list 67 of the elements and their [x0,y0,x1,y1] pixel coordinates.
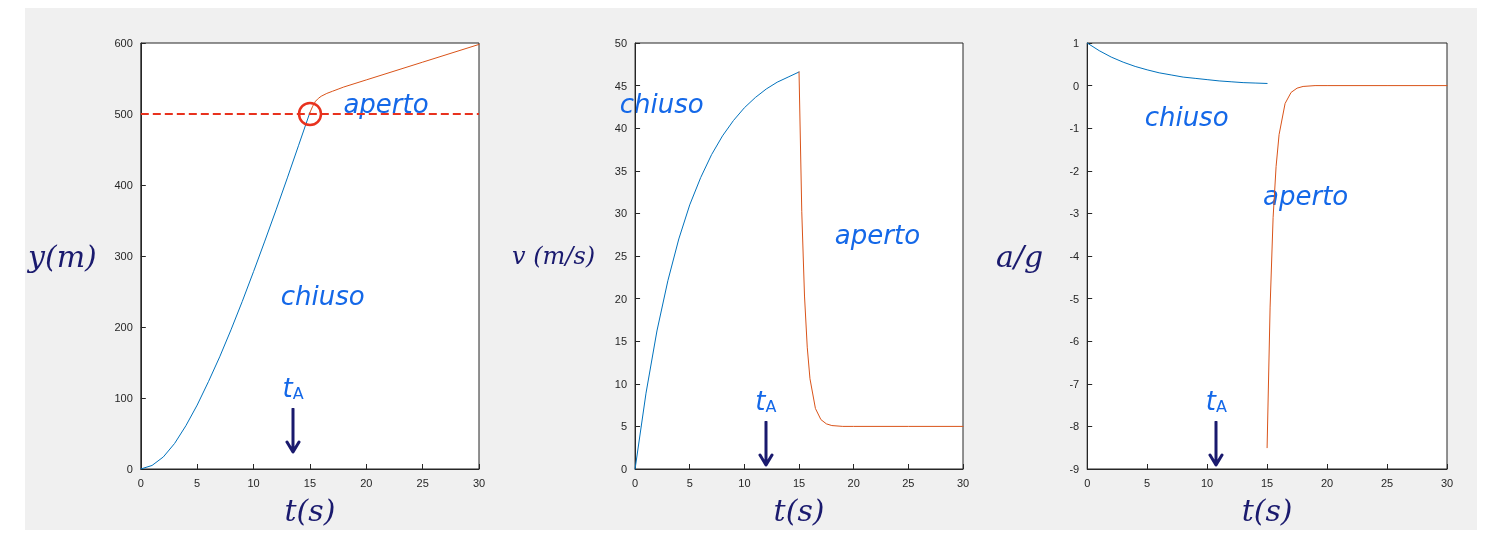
y-tick-label: 0 [620,463,628,475]
x-tick-label: 20 [360,476,373,489]
x-tick-label: 15 [792,476,806,489]
x-tick-label: 15 [1260,476,1274,489]
x-tick-label: 10 [1201,476,1214,489]
annotation: tA [755,386,777,417]
x-tick-label: 15 [303,476,317,489]
y-tick-label: 600 [114,37,133,49]
annotation: chiuso [280,281,365,312]
line-series [1266,85,1448,449]
y-tick-label: 30 [614,207,628,220]
x-tick-label: 5 [686,476,693,489]
y-tick-label: -7 [1069,377,1080,390]
y-tick-label: 300 [114,250,133,262]
x-tick-label: 25 [1380,476,1394,489]
y-tick-label: -6 [1069,335,1080,348]
x-tick-label: 30 [956,476,970,489]
line-series [1086,42,1268,84]
x-axis-title: t(s) [773,492,825,528]
y-axis-title: y(m) [25,238,97,274]
annotation: aperto [1263,180,1349,211]
line-series [798,71,964,427]
annotation: tA [1205,386,1227,417]
y-axis-title: v (m/s) [512,242,596,270]
x-tick-label: 0 [632,476,639,489]
x-tick-label: 5 [194,476,201,489]
x-axis-title: t(s) [1241,492,1293,528]
y-tick-label: 5 [620,420,628,433]
y-tick-label: 10 [614,377,628,390]
y-tick-label: -5 [1069,292,1080,305]
y-tick-label: -8 [1069,420,1080,433]
y-tick-label: 0 [126,463,133,475]
y-tick-label: 35 [614,164,628,177]
y-tick-label: -4 [1069,250,1080,262]
x-tick-label: 30 [472,476,486,489]
x-tick-label: 20 [847,476,860,489]
y-axis-title: a/g [995,238,1044,274]
x-tick-label: 10 [738,476,751,489]
x-tick-label: 20 [1320,476,1334,489]
x-tick-label: 5 [1144,476,1151,489]
y-tick-label: -3 [1069,207,1080,220]
y-tick-label: 50 [614,37,628,49]
y-tick-label: 200 [114,321,133,333]
y-tick-label: 15 [614,335,628,348]
y-tick-label: 40 [614,122,628,135]
x-tick-label: 0 [137,476,144,489]
x-tick-label: 10 [247,476,260,489]
annotation: aperto [834,220,921,251]
y-tick-label: 45 [614,79,628,92]
x-tick-label: 25 [902,476,915,489]
y-tick-label: 20 [614,292,628,305]
annotation: tA [282,373,304,404]
y-tick-label: 0 [1073,79,1080,92]
y-tick-label: 25 [614,250,628,262]
y-tick-label: -9 [1069,463,1080,475]
y-tick-label: -2 [1069,164,1080,177]
annotation: chiuso [1144,102,1229,133]
x-tick-label: 0 [1084,476,1091,489]
y-tick-label: 500 [114,108,133,120]
annotation: aperto [343,89,429,120]
x-axis-title: t(s) [284,492,336,528]
y-tick-label: -1 [1069,122,1080,135]
y-tick-label: 100 [114,392,133,404]
x-tick-label: 25 [416,476,429,489]
x-tick-label: 30 [1440,476,1454,489]
y-tick-label: 1 [1073,37,1080,49]
y-tick-label: 400 [114,179,133,191]
